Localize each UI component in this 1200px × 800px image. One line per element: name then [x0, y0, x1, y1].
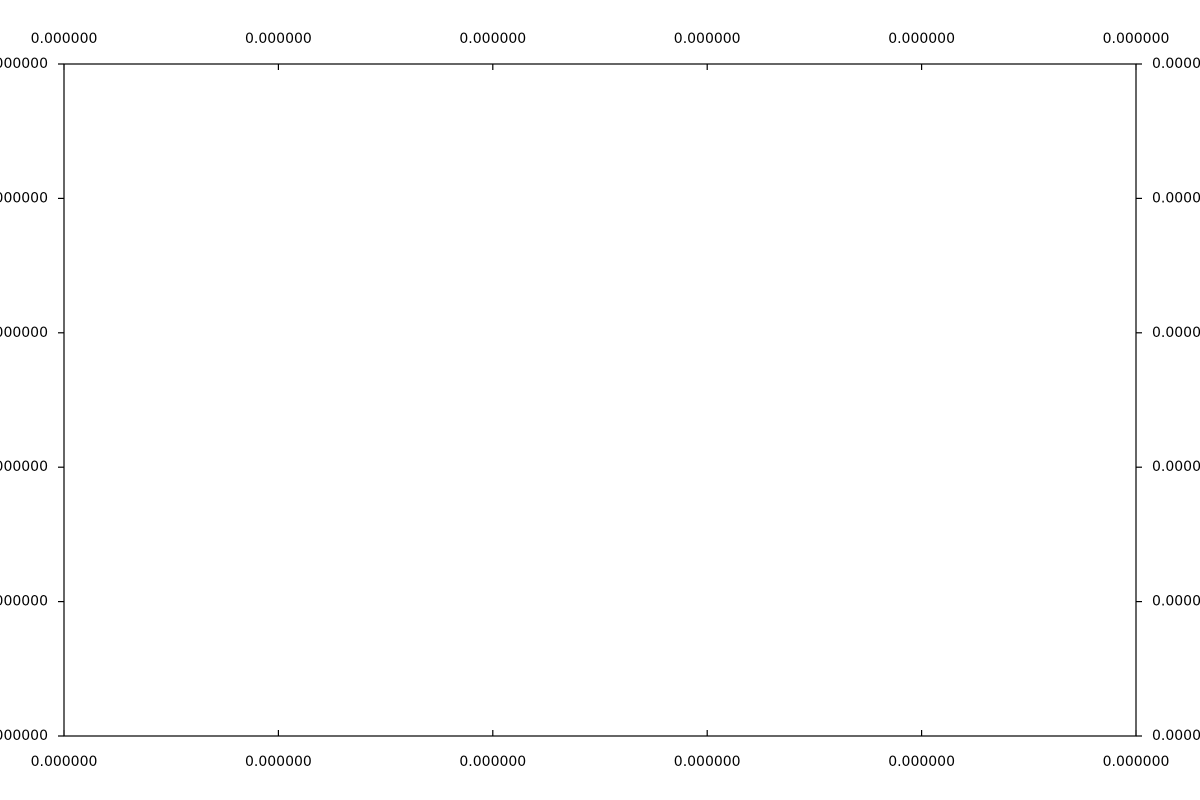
y-tick-label-right: 0.000000 — [1152, 594, 1200, 610]
x-tick-label-top: 0.000000 — [459, 31, 526, 47]
y-tick-label-left: 0.000000 — [0, 459, 48, 475]
x-tick-label-top: 0.000000 — [1103, 31, 1170, 47]
x-tick-label-bottom: 0.000000 — [459, 754, 526, 770]
tick-labels: 0.000000 0.000000 0.000000 0.000000 0.000000… — [0, 31, 1200, 770]
x-tick-label-top: 0.000000 — [245, 31, 312, 47]
x-tick-label-bottom: 0.000000 — [1103, 754, 1170, 770]
x-tick-label-bottom: 0.000000 — [888, 754, 955, 770]
y-tick-label-left: 0.000000 — [0, 56, 48, 72]
x-tick-label-bottom: 0.000000 — [245, 754, 312, 770]
y-tick-label-left: 0.000000 — [0, 594, 48, 610]
tick-marks — [58, 64, 1142, 736]
x-tick-label-top: 0.000000 — [674, 31, 741, 47]
plot-frame — [64, 64, 1136, 736]
y-tick-label-right: 0.000000 — [1152, 190, 1200, 206]
y-tick-label-right: 0.000000 — [1152, 459, 1200, 475]
y-tick-label-right: 0.000000 — [1152, 728, 1200, 744]
y-tick-label-left: 0.000000 — [0, 728, 48, 744]
x-tick-label-bottom: 0.000000 — [674, 754, 741, 770]
y-tick-label-right: 0.000000 — [1152, 325, 1200, 341]
x-tick-label-bottom: 0.000000 — [31, 754, 98, 770]
y-tick-label-right: 0.000000 — [1152, 56, 1200, 72]
x-tick-label-top: 0.000000 — [31, 31, 98, 47]
y-tick-label-left: 0.000000 — [0, 190, 48, 206]
y-tick-label-left: 0.000000 — [0, 325, 48, 341]
x-tick-label-top: 0.000000 — [888, 31, 955, 47]
